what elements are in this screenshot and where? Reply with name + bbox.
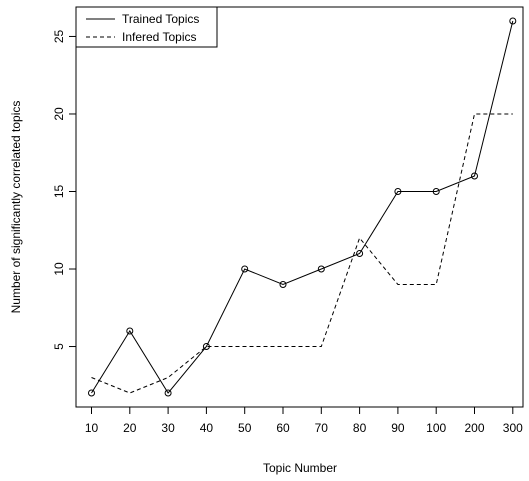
series-line-infered <box>91 113 513 394</box>
x-tick-label: 10 <box>85 421 99 435</box>
data-point-trained <box>394 188 402 195</box>
x-tick-label: 30 <box>161 421 175 435</box>
x-axis: 10 20 30 40 50 60 70 80 90 100 200 300 <box>85 406 523 435</box>
data-point-trained <box>164 389 172 397</box>
y-tick-label: 10 <box>52 262 66 276</box>
x-tick-label: 300 <box>503 421 523 435</box>
data-point-trained <box>471 172 478 180</box>
data-point-trained <box>88 389 95 397</box>
legend-label-trained: Trained Topics <box>122 12 199 26</box>
x-tick-label: 200 <box>464 421 484 435</box>
series-layer <box>88 17 517 397</box>
x-axis-title: Topic Number <box>263 461 337 475</box>
x-tick-label: 90 <box>391 421 405 435</box>
data-point-trained <box>126 327 134 335</box>
x-tick-label: 80 <box>353 421 367 435</box>
x-tick-label: 20 <box>123 421 137 435</box>
x-tick-label: 70 <box>315 421 329 435</box>
y-tick-label: 20 <box>52 107 66 121</box>
data-point-trained <box>279 281 287 288</box>
data-point-trained <box>241 265 249 273</box>
y-tick-label: 15 <box>52 185 66 199</box>
legend: Trained Topics Infered Topics <box>75 6 218 48</box>
legend-box <box>75 6 218 48</box>
data-point-trained <box>317 265 325 273</box>
y-axis-title: Number of significantly correlated topic… <box>9 101 23 314</box>
data-point-trained <box>509 17 517 25</box>
data-point-trained <box>432 188 440 195</box>
x-tick-label: 100 <box>426 421 446 435</box>
y-tick-label: 25 <box>52 29 66 43</box>
data-point-trained <box>356 250 364 257</box>
y-axis: 5 10 15 20 25 <box>52 29 77 350</box>
legend-label-infered: Infered Topics <box>122 30 197 44</box>
x-tick-label: 60 <box>276 421 290 435</box>
x-tick-label: 50 <box>238 421 252 435</box>
y-tick-label: 5 <box>52 343 66 350</box>
x-tick-label: 40 <box>200 421 214 435</box>
series-line-trained <box>91 20 514 394</box>
